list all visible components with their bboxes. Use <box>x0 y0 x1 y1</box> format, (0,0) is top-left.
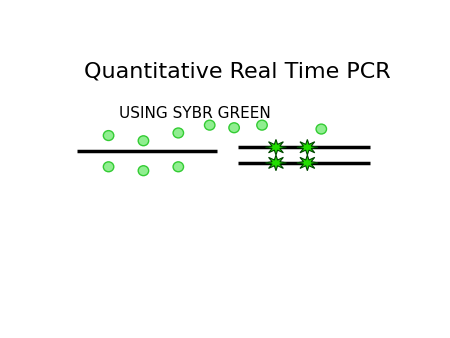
Polygon shape <box>266 140 287 155</box>
Ellipse shape <box>316 124 327 134</box>
Text: Quantitative Real Time PCR: Quantitative Real Time PCR <box>84 62 391 82</box>
Ellipse shape <box>173 162 184 172</box>
Ellipse shape <box>138 166 148 176</box>
Ellipse shape <box>204 120 215 130</box>
Text: USING SYBR GREEN: USING SYBR GREEN <box>119 106 271 121</box>
Ellipse shape <box>229 123 239 133</box>
Polygon shape <box>297 155 318 171</box>
Ellipse shape <box>138 136 148 146</box>
Ellipse shape <box>104 162 114 172</box>
Polygon shape <box>297 140 318 155</box>
Ellipse shape <box>173 128 184 138</box>
Ellipse shape <box>257 120 267 130</box>
Polygon shape <box>266 155 287 171</box>
Ellipse shape <box>104 130 114 141</box>
